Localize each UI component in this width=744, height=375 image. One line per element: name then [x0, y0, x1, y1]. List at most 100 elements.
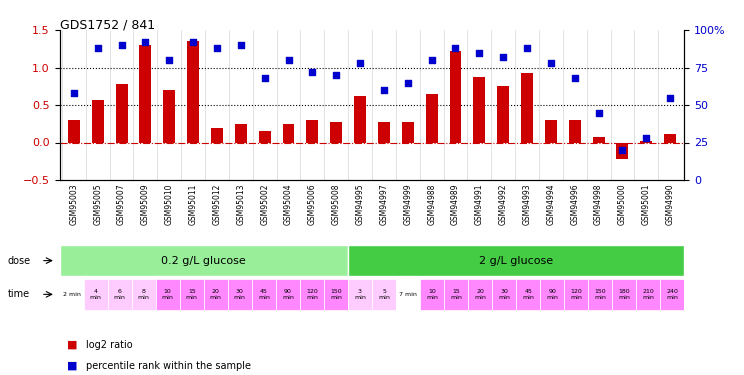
Text: GDS1752 / 841: GDS1752 / 841	[60, 19, 155, 32]
Point	[497, 54, 509, 60]
Text: 90
min: 90 min	[282, 289, 294, 300]
Text: log2 ratio: log2 ratio	[86, 340, 132, 350]
Text: GSM95005: GSM95005	[93, 183, 102, 225]
Text: GSM95007: GSM95007	[117, 183, 126, 225]
Point	[259, 75, 271, 81]
FancyBboxPatch shape	[180, 279, 204, 310]
Text: 150
min: 150 min	[594, 289, 606, 300]
Text: GSM94994: GSM94994	[546, 183, 556, 225]
Point	[664, 94, 676, 100]
Text: GSM94998: GSM94998	[594, 183, 603, 225]
Text: GSM94995: GSM94995	[356, 183, 365, 225]
Bar	[449, 51, 461, 142]
Point	[426, 57, 437, 63]
FancyBboxPatch shape	[420, 279, 444, 310]
Point	[473, 50, 485, 55]
Text: 6
min: 6 min	[114, 289, 126, 300]
FancyBboxPatch shape	[132, 279, 155, 310]
Text: GSM94993: GSM94993	[522, 183, 531, 225]
FancyBboxPatch shape	[60, 246, 348, 276]
Point	[641, 135, 652, 141]
Point	[378, 87, 390, 93]
Bar	[593, 136, 605, 142]
Bar	[211, 128, 223, 142]
Text: GSM94999: GSM94999	[403, 183, 412, 225]
Text: GSM95008: GSM95008	[332, 183, 341, 225]
Text: 20
min: 20 min	[210, 289, 222, 300]
Text: 30
min: 30 min	[498, 289, 510, 300]
Bar	[426, 94, 437, 142]
Text: 240
min: 240 min	[667, 289, 679, 300]
FancyBboxPatch shape	[396, 279, 420, 310]
FancyBboxPatch shape	[589, 279, 612, 310]
Bar	[139, 45, 151, 142]
FancyBboxPatch shape	[155, 279, 180, 310]
Bar	[235, 124, 247, 142]
Text: 10
min: 10 min	[161, 289, 173, 300]
Point	[521, 45, 533, 51]
Text: GSM95013: GSM95013	[237, 183, 246, 225]
Point	[115, 42, 127, 48]
Bar	[497, 86, 509, 142]
Text: dose: dose	[7, 256, 31, 266]
Bar	[330, 122, 342, 142]
Point	[354, 60, 366, 66]
Bar	[641, 141, 652, 142]
Text: 180
min: 180 min	[618, 289, 630, 300]
FancyBboxPatch shape	[204, 279, 228, 310]
FancyBboxPatch shape	[612, 279, 636, 310]
Text: 3
min: 3 min	[354, 289, 366, 300]
FancyBboxPatch shape	[300, 279, 324, 310]
Bar	[473, 76, 485, 142]
Text: GSM95000: GSM95000	[618, 183, 627, 225]
Point	[92, 45, 103, 51]
FancyBboxPatch shape	[372, 279, 396, 310]
Text: GSM95009: GSM95009	[141, 183, 150, 225]
Text: 45
min: 45 min	[258, 289, 270, 300]
FancyBboxPatch shape	[60, 279, 83, 310]
Point	[402, 80, 414, 86]
Text: percentile rank within the sample: percentile rank within the sample	[86, 361, 251, 370]
Bar	[68, 120, 80, 142]
Text: 15
min: 15 min	[186, 289, 198, 300]
FancyBboxPatch shape	[564, 279, 589, 310]
FancyBboxPatch shape	[444, 279, 468, 310]
Bar	[545, 120, 557, 142]
Point	[330, 72, 342, 78]
Text: 45
min: 45 min	[522, 289, 534, 300]
Text: ■: ■	[67, 340, 77, 350]
FancyBboxPatch shape	[276, 279, 300, 310]
Text: GSM94997: GSM94997	[379, 183, 388, 225]
Text: 8
min: 8 min	[138, 289, 150, 300]
Text: 90
min: 90 min	[546, 289, 558, 300]
Text: 0.2 g/L glucose: 0.2 g/L glucose	[161, 256, 246, 266]
Point	[211, 45, 223, 51]
Point	[569, 75, 581, 81]
Bar	[115, 84, 127, 142]
Text: 7 min: 7 min	[399, 292, 417, 297]
Text: 20
min: 20 min	[474, 289, 486, 300]
FancyBboxPatch shape	[108, 279, 132, 310]
Text: 10
min: 10 min	[426, 289, 438, 300]
FancyBboxPatch shape	[324, 279, 348, 310]
Text: GSM95006: GSM95006	[308, 183, 317, 225]
Bar	[307, 120, 318, 142]
Bar	[354, 96, 366, 142]
FancyBboxPatch shape	[468, 279, 493, 310]
Text: GSM95004: GSM95004	[284, 183, 293, 225]
Point	[187, 39, 199, 45]
FancyBboxPatch shape	[348, 246, 684, 276]
Text: GSM95012: GSM95012	[213, 183, 222, 225]
Text: GSM95010: GSM95010	[164, 183, 174, 225]
Text: GSM95001: GSM95001	[642, 183, 651, 225]
Text: GSM94988: GSM94988	[427, 183, 436, 225]
Bar	[378, 122, 390, 142]
Text: 120
min: 120 min	[571, 289, 583, 300]
Point	[617, 147, 629, 153]
Bar	[664, 134, 676, 142]
FancyBboxPatch shape	[540, 279, 564, 310]
Text: time: time	[7, 290, 30, 299]
Text: GSM94996: GSM94996	[570, 183, 580, 225]
Point	[307, 69, 318, 75]
Text: GSM94990: GSM94990	[666, 183, 675, 225]
